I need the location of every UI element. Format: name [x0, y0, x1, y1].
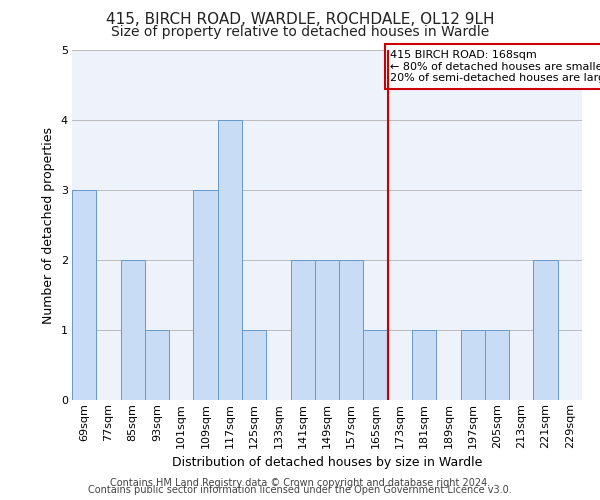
Bar [412, 330, 436, 400]
Bar [315, 260, 339, 400]
Text: Size of property relative to detached houses in Wardle: Size of property relative to detached ho… [111, 25, 489, 39]
Bar [461, 330, 485, 400]
Text: Contains public sector information licensed under the Open Government Licence v3: Contains public sector information licen… [88, 485, 512, 495]
Text: Contains HM Land Registry data © Crown copyright and database right 2024.: Contains HM Land Registry data © Crown c… [110, 478, 490, 488]
Bar [218, 120, 242, 400]
Bar [72, 190, 96, 400]
Y-axis label: Number of detached properties: Number of detached properties [42, 126, 55, 324]
Text: 415, BIRCH ROAD, WARDLE, ROCHDALE, OL12 9LH: 415, BIRCH ROAD, WARDLE, ROCHDALE, OL12 … [106, 12, 494, 28]
Bar [533, 260, 558, 400]
Bar [364, 330, 388, 400]
Bar [145, 330, 169, 400]
Text: 415 BIRCH ROAD: 168sqm
← 80% of detached houses are smaller (20)
20% of semi-det: 415 BIRCH ROAD: 168sqm ← 80% of detached… [390, 50, 600, 83]
Bar [339, 260, 364, 400]
Bar [290, 260, 315, 400]
Bar [193, 190, 218, 400]
Bar [121, 260, 145, 400]
X-axis label: Distribution of detached houses by size in Wardle: Distribution of detached houses by size … [172, 456, 482, 469]
Bar [485, 330, 509, 400]
Bar [242, 330, 266, 400]
